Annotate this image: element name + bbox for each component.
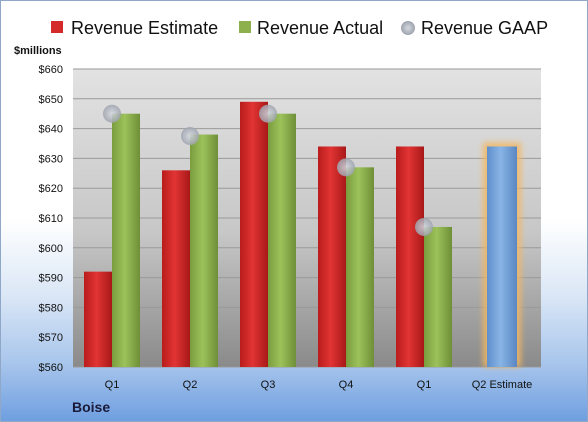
legend: Revenue Estimate Revenue Actual Revenue …	[51, 18, 548, 38]
marker-revenue-gaap	[103, 104, 121, 123]
company-label: Boise	[72, 399, 110, 415]
y-tick-label: $570	[39, 332, 63, 344]
y-tick-label: $590	[39, 273, 63, 285]
y-tick-label: $620	[39, 183, 63, 195]
legend-item-revenue-gaap: Revenue GAAP	[401, 18, 548, 38]
bar-revenue-actual	[190, 134, 218, 367]
legend-label-revenue-gaap: Revenue GAAP	[421, 18, 548, 38]
x-tick-label: Q2 Estimate	[472, 379, 533, 391]
x-tick-label: Q4	[339, 379, 354, 391]
bar-revenue-estimate	[318, 146, 346, 367]
bar-revenue-estimate	[162, 170, 190, 367]
y-tick-label: $610	[39, 213, 63, 225]
bar-revenue-actual	[346, 167, 374, 367]
legend-label-revenue-actual: Revenue Actual	[257, 18, 383, 38]
bar-revenue-actual	[424, 226, 452, 367]
legend-label-revenue-estimate: Revenue Estimate	[71, 18, 218, 38]
legend-swatch-revenue-actual	[239, 21, 251, 33]
bar-revenue-actual	[112, 113, 140, 367]
legend-item-revenue-actual: Revenue Actual	[239, 18, 383, 38]
y-tick-label: $560	[39, 362, 63, 374]
y-tick-label: $650	[39, 94, 63, 106]
x-tick-label: Q1	[417, 379, 432, 391]
gridlines	[73, 68, 541, 368]
y-tick-label: $630	[39, 153, 63, 165]
y-tick-label: $600	[39, 243, 63, 255]
bar-revenue-estimate	[240, 101, 268, 367]
y-tick-label: $580	[39, 302, 63, 314]
x-tick-label: Q3	[261, 379, 276, 391]
x-tick-label: Q1	[105, 379, 120, 391]
bar-revenue-actual	[268, 113, 296, 367]
marker-revenue-gaap	[259, 104, 277, 123]
bars	[84, 101, 521, 367]
marker-revenue-gaap	[181, 127, 199, 146]
marker-revenue-gaap	[337, 158, 355, 177]
bar-revenue-estimate	[396, 146, 424, 367]
legend-swatch-revenue-gaap	[401, 21, 415, 35]
y-tick-label: $660	[39, 64, 63, 76]
gaap-markers	[103, 104, 433, 236]
legend-item-revenue-estimate: Revenue Estimate	[51, 18, 218, 38]
bar-q2-estimate	[487, 146, 517, 367]
x-axis-ticks: Q1 Q2 Q3 Q4 Q1 Q2 Estimate	[105, 379, 533, 391]
x-tick-label: Q2	[183, 379, 198, 391]
y-axis-unit-label: $millions	[14, 45, 62, 57]
bar-revenue-estimate	[84, 271, 112, 367]
y-axis-ticks: $560 $570 $580 $590 $600 $610 $620 $630 $640 $650…	[39, 64, 63, 374]
y-tick-label: $640	[39, 124, 63, 136]
marker-revenue-gaap	[415, 217, 433, 236]
legend-swatch-revenue-estimate	[51, 21, 63, 33]
